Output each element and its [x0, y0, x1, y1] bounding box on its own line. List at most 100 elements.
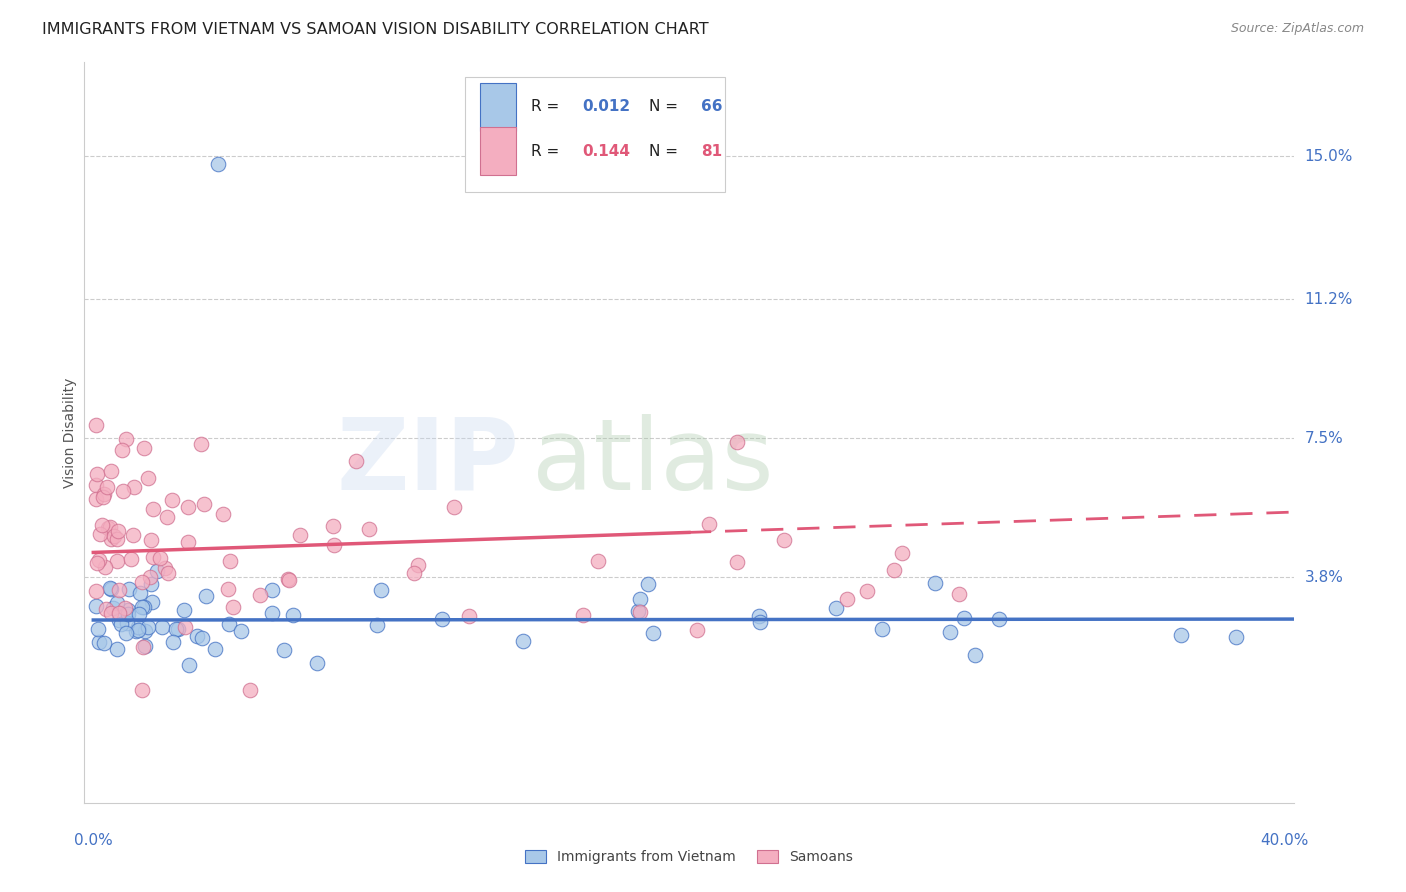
Text: 81: 81	[702, 144, 723, 159]
Point	[129, 586, 152, 600]
Point	[89, 527, 111, 541]
Point	[204, 642, 226, 657]
Point	[628, 591, 651, 606]
Point	[115, 432, 138, 446]
Text: 7.5%: 7.5%	[1305, 431, 1343, 446]
Text: 11.2%: 11.2%	[1305, 292, 1353, 307]
Point	[249, 588, 271, 602]
Point	[94, 560, 117, 574]
Point	[231, 624, 253, 639]
Point	[359, 522, 381, 536]
Point	[139, 577, 162, 591]
Point	[131, 600, 153, 615]
Point	[322, 538, 344, 552]
Text: IMMIGRANTS FROM VIETNAM VS SAMOAN VISION DISABILITY CORRELATION CHART: IMMIGRANTS FROM VIETNAM VS SAMOAN VISION…	[42, 22, 709, 37]
Point	[124, 479, 146, 493]
Point	[94, 602, 117, 616]
Point	[177, 500, 200, 514]
Point	[132, 640, 155, 654]
Point	[84, 417, 107, 432]
Point	[512, 634, 534, 648]
Point	[110, 616, 132, 631]
Point	[142, 501, 165, 516]
Point	[117, 603, 139, 617]
Text: 0.0%: 0.0%	[75, 833, 112, 848]
Point	[105, 642, 128, 657]
Point	[127, 620, 149, 634]
Point	[141, 595, 163, 609]
Text: N =: N =	[650, 99, 683, 114]
Point	[883, 563, 905, 577]
Point	[93, 636, 115, 650]
Point	[107, 583, 129, 598]
Point	[430, 612, 453, 626]
Point	[1225, 630, 1247, 644]
Point	[134, 624, 156, 638]
Point	[891, 546, 914, 560]
Point	[100, 532, 122, 546]
Point	[186, 629, 208, 643]
Point	[136, 471, 159, 485]
Point	[637, 576, 659, 591]
Point	[222, 599, 245, 614]
Point	[111, 483, 134, 498]
Text: N =: N =	[650, 144, 683, 159]
Point	[165, 622, 187, 636]
Point	[142, 550, 165, 565]
Point	[115, 615, 138, 630]
Point	[97, 521, 120, 535]
Point	[572, 608, 595, 623]
Point	[273, 643, 295, 657]
Point	[939, 625, 962, 640]
Point	[101, 600, 124, 615]
Point	[965, 648, 987, 662]
Point	[138, 620, 160, 634]
Point	[260, 606, 283, 620]
Text: 66: 66	[702, 99, 723, 114]
Point	[100, 606, 122, 620]
Point	[211, 507, 233, 521]
Point	[107, 613, 129, 627]
Point	[132, 442, 155, 456]
Point	[1170, 628, 1192, 642]
Point	[103, 529, 125, 543]
Point	[404, 566, 426, 580]
Point	[114, 601, 136, 615]
Text: 15.0%: 15.0%	[1305, 149, 1353, 164]
Point	[139, 533, 162, 548]
Point	[84, 599, 107, 613]
Point	[772, 533, 794, 548]
Point	[924, 576, 946, 591]
Point	[121, 528, 143, 542]
Point	[100, 582, 122, 596]
Point	[458, 609, 481, 624]
Point	[699, 516, 721, 531]
Point	[131, 683, 153, 698]
Point	[155, 510, 177, 524]
Point	[277, 572, 299, 586]
Point	[953, 611, 976, 625]
Point	[278, 574, 301, 588]
Point	[145, 565, 167, 579]
Point	[686, 623, 709, 637]
Point	[322, 519, 344, 533]
Point	[370, 583, 392, 598]
Point	[120, 552, 142, 566]
Point	[162, 493, 184, 508]
Text: Source: ZipAtlas.com: Source: ZipAtlas.com	[1230, 22, 1364, 36]
Text: ZIP: ZIP	[337, 414, 520, 511]
Point	[84, 583, 107, 598]
FancyBboxPatch shape	[465, 78, 725, 192]
Point	[105, 554, 128, 568]
Point	[219, 554, 242, 568]
Point	[366, 617, 388, 632]
Point	[87, 635, 110, 649]
Point	[627, 604, 650, 618]
Point	[344, 454, 367, 468]
Point	[132, 600, 155, 615]
Point	[988, 612, 1011, 626]
Text: R =: R =	[530, 99, 564, 114]
Point	[856, 583, 879, 598]
Point	[288, 527, 311, 541]
Point	[725, 555, 748, 569]
